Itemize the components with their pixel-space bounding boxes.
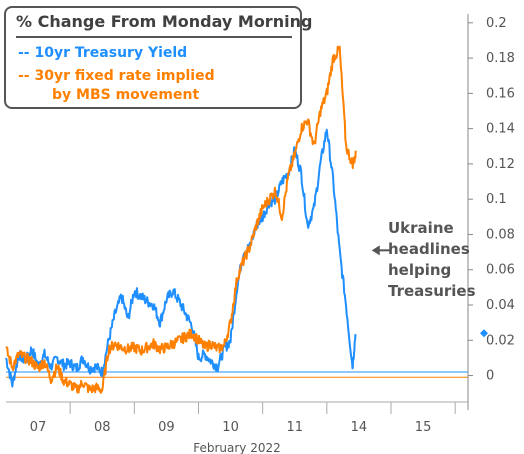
x-axis: 07 08 09 10 11 14 15 February 2022 (6, 401, 468, 454)
x-tick-label: 09 (158, 420, 175, 435)
y-axis: 0 0.02 0.04 0.06 0.08 0.1 0.12 0.14 0.16 0.18 0.2 (467, 14, 515, 410)
x-tick-label: 10 (222, 420, 239, 435)
title-underline (16, 36, 292, 38)
legend: % Change From Monday Morning -- 10yr Tre… (4, 6, 312, 109)
legend-item-mbs: -- 30yr fixed rate implied (18, 68, 215, 84)
y-tick-label: 0.02 (486, 333, 515, 348)
annotation-line-1: Ukraine (388, 219, 454, 237)
series-line-1 (5, 128, 357, 388)
x-tick-label: 15 (415, 420, 432, 435)
y-tick-label: 0.14 (486, 122, 515, 137)
arrow-head (371, 245, 380, 256)
annotation: Ukraine headlines helping Treasuries (388, 218, 476, 302)
y-tick-label: 0.18 (486, 51, 515, 66)
annotation-line-2: headlines (388, 240, 470, 258)
y-tick-label: 0.08 (486, 227, 515, 242)
annotation-line-4: Treasuries (388, 282, 476, 300)
legend-item-treasury: -- 10yr Treasury Yield (18, 45, 188, 61)
y-tick-label: 0.04 (486, 298, 515, 313)
x-tick-label: 07 (30, 420, 47, 435)
x-tick-label: 08 (94, 420, 111, 435)
chart-title: % Change From Monday Morning (16, 12, 313, 31)
series-line-2 (5, 45, 357, 394)
plot-area (5, 45, 488, 394)
annotation-line-3: helping (388, 261, 452, 279)
annotation-arrow (371, 245, 390, 256)
x-axis-title: February 2022 (193, 441, 281, 454)
legend-item-mbs-line2: by MBS movement (52, 87, 200, 103)
y-tick-label: 0 (486, 369, 494, 384)
y-tick-label: 0.06 (486, 263, 515, 278)
y-tick-label: 0.1 (486, 192, 507, 207)
y-tick-label: 0.12 (486, 157, 515, 172)
x-tick-label: 14 (351, 420, 368, 435)
y-tick-label: 0.2 (486, 16, 507, 31)
end-marker (480, 329, 488, 338)
y-tick-label: 0.16 (486, 86, 515, 101)
x-tick-label: 11 (286, 420, 303, 435)
